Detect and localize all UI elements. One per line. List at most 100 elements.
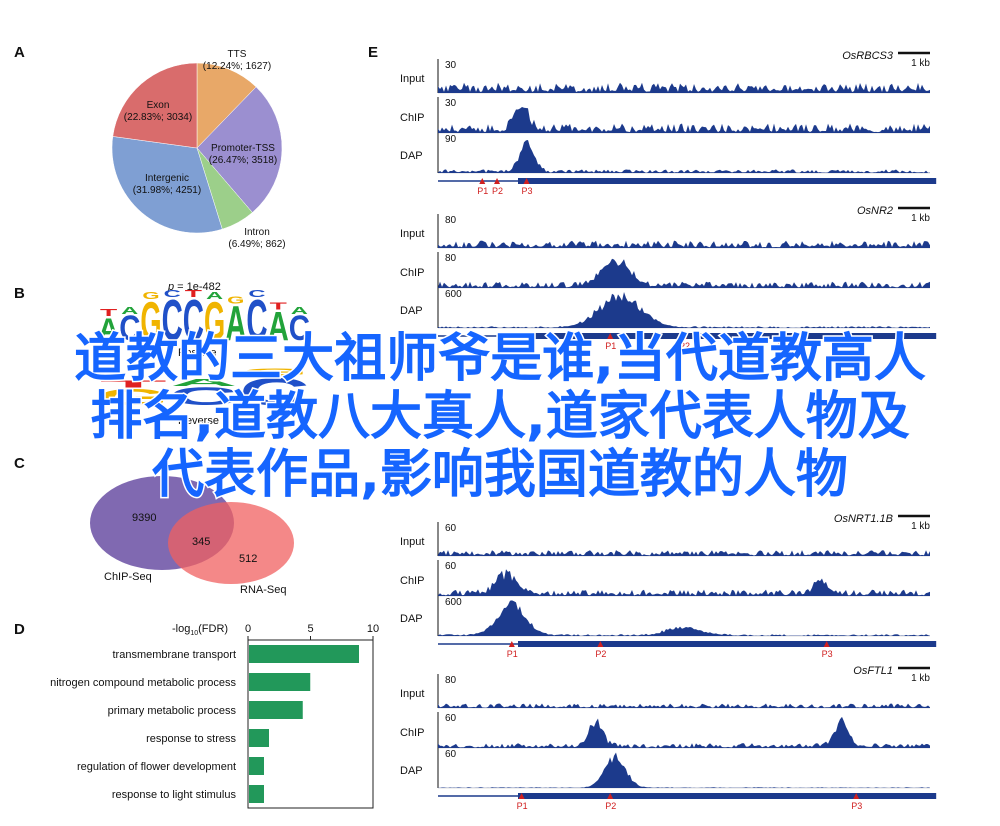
primer-label: P2 [492,186,503,196]
gene-model-exon [518,793,937,799]
primer-marker [607,793,614,799]
go-axis-log: -log [172,623,190,635]
primer-marker [779,333,786,339]
track-signal [438,82,930,93]
track-signal [438,703,930,708]
scale-label: 1 kb [911,58,930,69]
track-max-value: 60 [445,749,457,760]
primer-marker [508,641,515,647]
track-signal [438,292,930,328]
primer-marker [518,793,525,799]
motif-positive-letter: C [289,308,310,347]
track-label: ChIP [400,267,424,279]
gene-name: OsNRT1.1B [834,513,893,525]
pie-slice-intergenic [111,136,223,234]
pie-label-tts-name: TTS [228,49,247,60]
primer-label: P1 [477,186,488,196]
venn-right-label: RNA-Seq [240,584,286,596]
track-max-value: 600 [445,597,462,608]
go-bar [249,729,269,747]
motif-positive-letter: C [119,308,140,347]
track-max-value: 90 [445,134,457,145]
track-max-value: 600 [445,289,462,300]
track-label: ChIP [400,727,424,739]
go-bar [249,785,264,803]
venn-rnaseq-circle [168,502,294,584]
go-bar [249,645,359,663]
motif-reverse-letter: G [98,385,169,410]
gene-model-exon [518,333,937,339]
motif-positive-minor-letter: T [270,302,287,313]
panel-a-label: A [14,44,25,61]
pie-label-exon-name: Exon [147,100,170,111]
motif-reverse-letter: C [239,370,310,414]
primer-label: P2 [595,649,606,659]
scale-label: 1 kb [911,673,930,684]
track-signal [438,716,930,748]
pie-label-exon-value: (22.83%; 3034) [124,112,192,123]
go-axis-sub: 10 [190,630,198,637]
pie-slice-promoter-tss [196,86,283,213]
motif-positive-minor-letter: A [206,291,223,302]
track-label: Input [400,688,424,700]
motif-positive-minor-letter: T [100,308,117,319]
track-signal [438,550,930,556]
primer-label: P1 [517,801,528,811]
pie-slice-exon [112,62,198,149]
panel-c-label: C [14,455,25,472]
pie-chart [111,62,283,234]
primer-marker [681,333,687,339]
motif-positive-letter: A [268,304,289,349]
go-tick-label: 10 [367,623,379,635]
go-bar [249,757,264,775]
scale-label: 1 kb [911,213,930,224]
motif-reverse-minor-letter: A [171,378,238,389]
track-signal [438,569,930,596]
go-bar-chart: 0 5 10 transmembrane transport nitrogen comp… [50,623,379,809]
pie-label-intron-name: Intron [244,227,270,238]
pie-slice-tts [196,62,257,149]
scale-label: 1 kb [911,521,930,532]
primer-marker [494,178,501,184]
motif-positive-minor-letter: C [164,289,181,300]
go-bar [249,701,303,719]
pie-label-intergenic-value: (31.98%; 4251) [133,185,201,196]
motif-reverse-letter: C [169,383,240,411]
track-signal [438,107,930,133]
motif-logo-reverse: GT CA CG [98,368,310,414]
gene-model-exon [518,641,937,647]
go-category-label: response to light stimulus [112,789,237,801]
motif-positive-letter: A [98,311,119,347]
panel-b-label: B [14,285,25,302]
primer-marker [853,793,860,799]
go-plot-frame [247,639,374,809]
primer-label: P1 [605,341,616,351]
pie-label-tts-value: (12.24%; 1627) [203,61,271,72]
venn-left-label: ChIP-Seq [104,571,152,583]
pie-label-promoter-value: (26.47%; 3518) [209,155,277,166]
pie-label-intron-value: (6.49%; 862) [228,239,285,250]
primer-label: P3 [522,186,533,196]
track-max-value: 60 [445,523,457,534]
genome-tracks: OsRBCS3 1 kb Input 30 ChIP 30 DAP 90 P1 P2 P3 OsNR2… [400,50,937,811]
primer-label: P3 [822,649,833,659]
primer-marker [597,641,604,647]
track-signal [438,258,930,288]
track-label: Input [400,73,424,85]
motif-positive-minor-letter: G [142,291,160,302]
motif-reverse-minor-letter: G [241,368,310,379]
track-signal [438,240,930,248]
track-label: DAP [400,765,423,777]
primer-label: P3 [851,801,862,811]
primer-marker [823,641,830,647]
gene-model-exon [518,178,937,184]
venn-left-count: 9390 [132,512,156,524]
pie-label-promoter-name: Promoter-TSS [211,143,275,154]
panel-d-label: D [14,621,25,638]
motif-positive-letter: A [225,295,246,351]
track-label: DAP [400,150,423,162]
track-max-value: 80 [445,675,457,686]
go-category-label: response to stress [146,733,236,745]
go-axis-fdr: (FDR) [198,623,228,635]
